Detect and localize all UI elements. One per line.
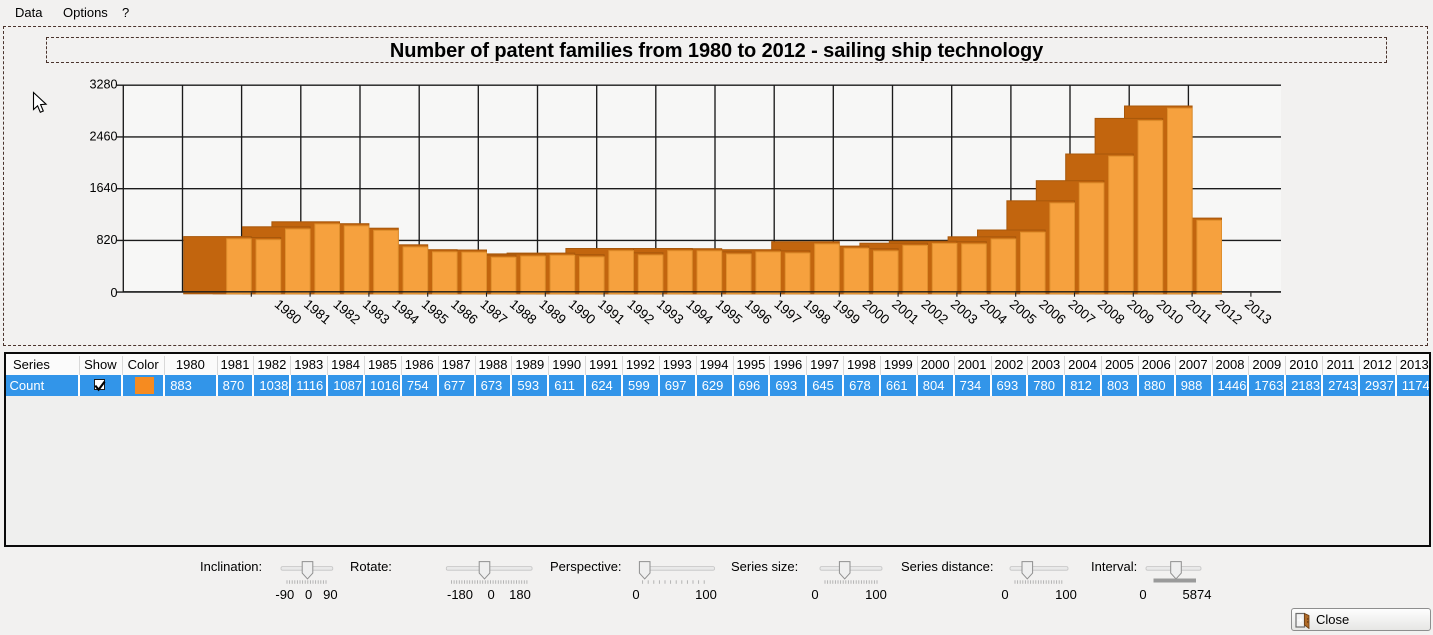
svg-text:3280: 3280: [89, 78, 117, 92]
svg-text:1981: 1981: [301, 296, 334, 327]
svg-text:1997: 1997: [771, 296, 804, 327]
svg-text:1993: 1993: [654, 296, 687, 327]
svg-text:1998: 1998: [801, 296, 834, 327]
svg-text:2013: 2013: [1242, 296, 1275, 327]
svg-text:2007: 2007: [1065, 296, 1098, 327]
svg-text:1982: 1982: [330, 296, 363, 327]
svg-text:2002: 2002: [918, 296, 951, 327]
svg-text:1988: 1988: [507, 296, 540, 327]
svg-text:1992: 1992: [624, 296, 657, 327]
svg-text:2008: 2008: [1095, 296, 1128, 327]
svg-text:2003: 2003: [948, 296, 981, 327]
svg-text:1989: 1989: [536, 296, 569, 327]
svg-text:1987: 1987: [477, 296, 510, 327]
svg-text:820: 820: [96, 233, 117, 247]
svg-text:2006: 2006: [1036, 296, 1069, 327]
svg-text:1980: 1980: [272, 296, 305, 327]
svg-text:2004: 2004: [977, 296, 1010, 327]
svg-text:2005: 2005: [1007, 296, 1040, 327]
svg-text:2009: 2009: [1124, 296, 1157, 327]
svg-text:1995: 1995: [713, 296, 746, 327]
svg-text:1990: 1990: [566, 296, 599, 327]
svg-text:1991: 1991: [595, 296, 628, 327]
svg-text:1986: 1986: [448, 296, 481, 327]
svg-text:1640: 1640: [89, 181, 117, 195]
svg-text:2011: 2011: [1183, 296, 1215, 326]
svg-text:2010: 2010: [1154, 296, 1187, 327]
svg-text:2012: 2012: [1212, 296, 1245, 327]
svg-text:2001: 2001: [889, 296, 922, 327]
svg-text:2000: 2000: [860, 296, 893, 327]
svg-text:0: 0: [110, 286, 117, 300]
svg-text:1994: 1994: [683, 296, 716, 327]
svg-text:1983: 1983: [360, 296, 393, 327]
svg-text:1985: 1985: [419, 296, 452, 327]
svg-text:1996: 1996: [742, 296, 775, 327]
svg-text:2460: 2460: [89, 129, 117, 143]
svg-text:1984: 1984: [389, 296, 422, 327]
svg-text:1999: 1999: [830, 296, 863, 327]
